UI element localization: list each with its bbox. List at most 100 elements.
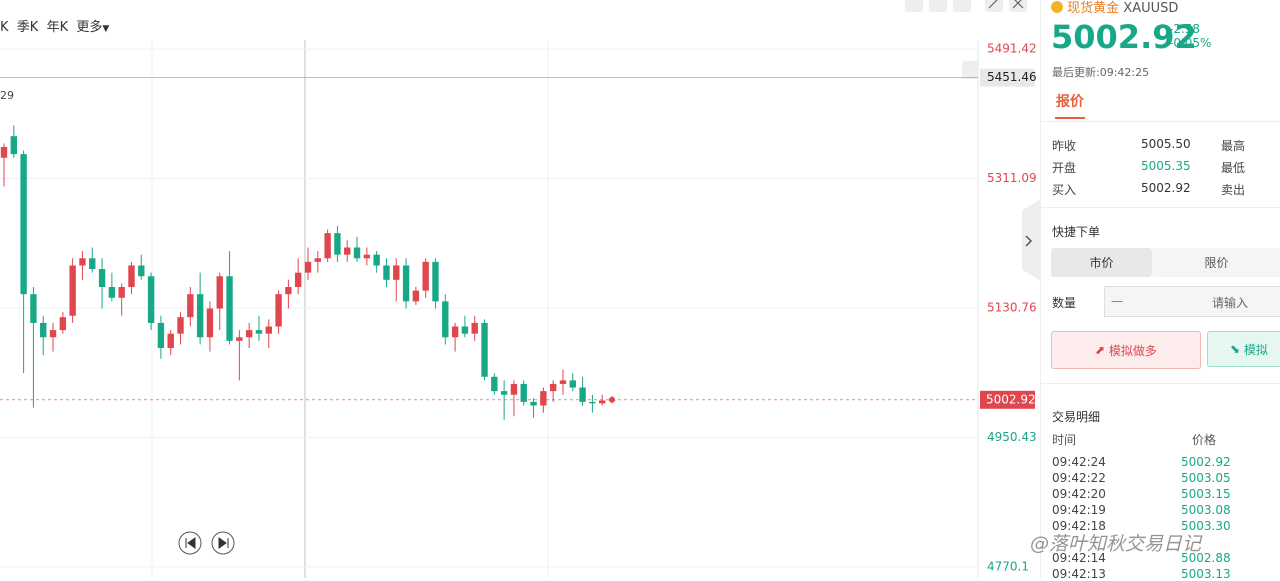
candle-body: [265, 326, 272, 334]
price: 5002.92: [1051, 18, 1197, 56]
candle-body: [304, 261, 312, 273]
candle-body: [108, 287, 116, 298]
candle-body: [422, 261, 429, 291]
candle-body: [373, 254, 380, 266]
updated: 最后更新:09:42:25: [1052, 66, 1150, 79]
quote-label: 最低: [1221, 161, 1246, 175]
candle-body: [471, 322, 478, 334]
candle-body: [177, 317, 184, 334]
tab[interactable]: 报价: [1056, 94, 1084, 110]
candle-body: [589, 401, 596, 404]
trade-time: 09:42:19: [1052, 503, 1106, 517]
symbol-name: 现货黄金: [1067, 1, 1120, 16]
symbol-code: XAUUSD: [1123, 1, 1179, 16]
trade-time: 09:42:24: [1052, 455, 1106, 469]
candle-body: [0, 146, 8, 158]
trade-price: 5002.92: [1181, 455, 1231, 469]
trade-price: 5003.13: [1181, 567, 1231, 581]
candle-body: [579, 387, 586, 402]
col-header: 时间: [1052, 433, 1077, 447]
candle-body: [402, 265, 410, 302]
candle-body: [530, 401, 537, 406]
period[interactable]: 更多: [76, 20, 103, 35]
crosshair-box: [980, 68, 1035, 87]
candle-body: [89, 258, 96, 270]
candle-body: [216, 276, 223, 309]
candle-body: [295, 272, 302, 288]
icons: [905, 0, 1027, 79]
candle-body: [481, 322, 488, 377]
candle-body: [236, 337, 243, 341]
candle-body: [245, 330, 253, 338]
col-header: 价格: [1192, 433, 1217, 447]
candle-body: [275, 294, 282, 327]
y-tick-label: 5130.76: [987, 301, 1037, 315]
long-button[interactable]: ⬈ 模拟做多: [1051, 331, 1201, 369]
quote-label: 卖出: [1221, 183, 1246, 197]
trade-price: 5003.30: [1181, 519, 1231, 533]
candle-body: [442, 301, 449, 338]
last-price-label: 5002.92: [986, 392, 1036, 406]
candle-body: [569, 380, 576, 388]
y-tick-label: 5491.42: [987, 42, 1037, 56]
candle-body: [196, 294, 204, 338]
candle-body: [20, 154, 27, 295]
trade-time: 09:42:22: [1052, 471, 1106, 485]
trade-time: 09:42:20: [1052, 487, 1106, 501]
qty-input[interactable]: — 请输入: [1104, 286, 1280, 317]
candle-body: [147, 276, 155, 323]
candle-body: [549, 383, 557, 392]
candle-body: [255, 330, 263, 334]
candle-body: [206, 308, 214, 338]
quote-label: 买入: [1052, 183, 1077, 197]
period[interactable]: K: [0, 20, 9, 35]
candle-body: [59, 317, 67, 331]
candle-body: [40, 322, 47, 338]
trade-price: 5003.15: [1181, 487, 1231, 501]
candle-body: [79, 258, 86, 266]
candle-body: [138, 265, 145, 277]
last-price-box: [980, 390, 1035, 409]
y-tick-label: 4770.1: [987, 560, 1029, 574]
quote-label: 最高: [1221, 139, 1246, 153]
candle-body: [559, 380, 567, 384]
candle-body: [98, 269, 106, 288]
candle-body: [344, 247, 351, 255]
candle-body: [432, 261, 439, 302]
period[interactable]: 季K: [16, 20, 39, 35]
change: -2.58 -0.05%: [1169, 22, 1212, 50]
quote-value: 5005.35: [1141, 159, 1191, 173]
trade-time: 09:42:18: [1052, 519, 1106, 533]
candle-body: [393, 265, 400, 280]
period[interactable]: 年K: [46, 20, 69, 35]
chart: 5491.42 5311.09 5130.76 4950.43 4770.1 5451.4…: [0, 0, 1040, 578]
candle-body: [314, 258, 321, 262]
candle-body: [599, 400, 606, 404]
candle-body: [128, 265, 135, 288]
candle-body: [520, 383, 527, 402]
candle-body: [383, 265, 390, 280]
candle-body: [167, 333, 174, 349]
candle-body: [412, 290, 420, 302]
candle-body: [491, 376, 498, 392]
quote-value: 5002.92: [1141, 181, 1191, 195]
candle-body: [334, 233, 341, 255]
qty-label: 数量: [1052, 296, 1077, 310]
candle-body: [540, 391, 547, 406]
crosshair-label: 5451.46: [987, 70, 1037, 84]
quote-label: 昨收: [1052, 139, 1077, 153]
periods[interactable]: K 季K 年K 更多▼: [0, 20, 110, 35]
short-button[interactable]: ⬊ 模拟: [1207, 331, 1280, 367]
candle-body: [30, 294, 37, 323]
last-dot: [609, 396, 615, 403]
candle-body: [461, 326, 469, 334]
trade-time: 09:42:13: [1052, 567, 1106, 581]
side-panel: 现货黄金 XAUUSD 5002.92 -2.58 -0.05% 最后更新:09:…: [1040, 0, 1280, 581]
trade-price: 5002.88: [1181, 551, 1231, 565]
playback[interactable]: [178, 531, 235, 555]
limit-tab[interactable]: 限价: [1152, 248, 1280, 277]
trade-time: 09:42:14: [1052, 551, 1106, 565]
trades-title: 交易明细: [1052, 410, 1101, 424]
market-tab[interactable]: 市价: [1051, 248, 1152, 277]
